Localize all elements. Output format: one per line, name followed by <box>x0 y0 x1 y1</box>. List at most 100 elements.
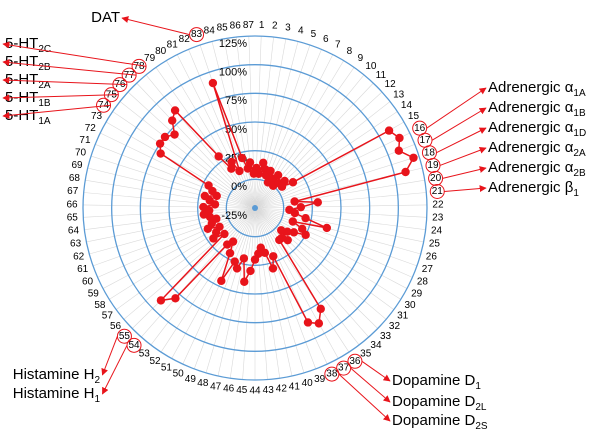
spoke-label: 78 <box>134 61 146 72</box>
spoke-label: 68 <box>69 173 81 184</box>
spoke-label: 74 <box>98 100 110 111</box>
grid-ring <box>225 178 285 238</box>
spoke-label: 52 <box>149 356 161 367</box>
annotation-arrow <box>436 127 487 154</box>
annotation-arrow <box>121 16 190 36</box>
spoke-label: 41 <box>289 381 301 392</box>
annotation-sub: 1B <box>573 108 586 119</box>
data-point <box>220 229 229 239</box>
spoke-label: 55 <box>119 331 131 342</box>
annotation-sub: 1A <box>573 88 586 99</box>
spoke-label: 82 <box>179 34 191 45</box>
annotation-sub: 2C <box>38 44 51 55</box>
spoke-label: 80 <box>155 46 167 57</box>
spoke-label: 47 <box>210 381 222 392</box>
data-point <box>288 217 297 226</box>
data-point <box>401 167 410 177</box>
spoke-label: 43 <box>263 385 275 396</box>
annotation-text: Histamine H <box>13 366 95 383</box>
annotation-text: 5-HT <box>5 71 38 88</box>
annotation-text: Adrenergic α <box>488 119 574 136</box>
annotation-arrow <box>101 345 128 395</box>
spoke-label: 56 <box>110 321 122 332</box>
spoke-label: 73 <box>91 111 103 122</box>
spoke-label: 32 <box>389 321 401 332</box>
data-point <box>409 153 418 162</box>
annotation-text: 5-HT <box>5 53 38 70</box>
spoke-label: 4 <box>298 25 304 36</box>
spoke-label: 30 <box>405 300 417 311</box>
spoke-label: 9 <box>358 53 364 64</box>
r-tick-label: 75% <box>225 95 247 107</box>
data-point <box>301 213 310 223</box>
r-tick-label: 125% <box>219 38 247 50</box>
annotation-arrow <box>2 104 111 119</box>
data-point <box>215 222 224 231</box>
annotation-text: Adrenergic β <box>488 179 574 196</box>
annotation-arrow <box>2 59 137 76</box>
annotation: Adrenergic α1D <box>488 119 586 139</box>
grid-ring <box>111 64 399 352</box>
spoke-label: 51 <box>161 363 173 374</box>
spoke-label: 64 <box>68 226 80 237</box>
spoke-label: 87 <box>243 20 255 31</box>
annotation: Histamine H2 <box>13 366 101 386</box>
annotation-arrow <box>361 360 391 382</box>
annotation-text: DAT <box>91 9 120 26</box>
data-point <box>313 198 323 207</box>
annotation-sub: 1 <box>573 188 579 199</box>
annotation-text: Histamine H <box>13 385 95 402</box>
annotation-arrow <box>2 76 127 86</box>
annotation: Adrenergic α1A <box>488 79 586 99</box>
spoke-label: 62 <box>73 252 85 263</box>
data-point <box>240 277 249 286</box>
data-point <box>235 166 244 176</box>
spoke-label: 10 <box>365 61 377 72</box>
data-point <box>290 208 300 218</box>
spoke-label: 17 <box>419 135 431 146</box>
data-point <box>266 166 275 176</box>
annotation-text: Dopamine D <box>392 372 476 389</box>
data-point <box>316 304 325 314</box>
spoke-label: 13 <box>393 89 405 100</box>
spoke-label: 8 <box>347 46 353 57</box>
annotation: 5-HT1A <box>5 107 51 127</box>
data-point <box>208 78 218 88</box>
annotation-arrow <box>444 185 487 193</box>
data-line <box>158 82 415 325</box>
annotation-arrow <box>439 146 487 166</box>
data-point <box>171 294 180 303</box>
annotation-arrow <box>426 87 487 129</box>
spoke-label: 38 <box>326 369 338 380</box>
annotation-text: 5-HT <box>5 107 38 124</box>
spoke-label: 12 <box>385 79 397 90</box>
grid-ring <box>197 150 313 266</box>
data-point <box>237 153 247 163</box>
annotation-sub: 1B <box>38 98 51 109</box>
spoke-label: 37 <box>338 363 350 374</box>
spoke-label: 26 <box>426 252 438 263</box>
data-point <box>170 106 180 115</box>
data-point <box>160 132 170 142</box>
spoke-label: 72 <box>85 123 97 134</box>
data-point <box>384 126 394 135</box>
r-tick-label: 0% <box>231 181 247 193</box>
annotation: 5-HT1B <box>5 89 51 109</box>
spoke-label: 40 <box>302 378 314 389</box>
annotation-sub: 1 <box>94 394 100 405</box>
annotation: 5-HT2A <box>5 71 51 91</box>
data-point <box>322 223 332 233</box>
spoke-label: 44 <box>249 386 261 397</box>
annotation-arrow <box>350 367 391 403</box>
data-point <box>290 197 299 206</box>
data-point <box>200 191 210 201</box>
spoke-label: 33 <box>380 331 392 342</box>
data-point <box>301 230 310 240</box>
spoke-label: 34 <box>370 340 382 351</box>
data-point <box>314 319 324 328</box>
annotation-text: Adrenergic α <box>488 139 574 156</box>
grid-ring <box>139 92 371 324</box>
data-point <box>230 257 239 266</box>
data-point <box>288 178 298 187</box>
data-point <box>275 235 284 245</box>
